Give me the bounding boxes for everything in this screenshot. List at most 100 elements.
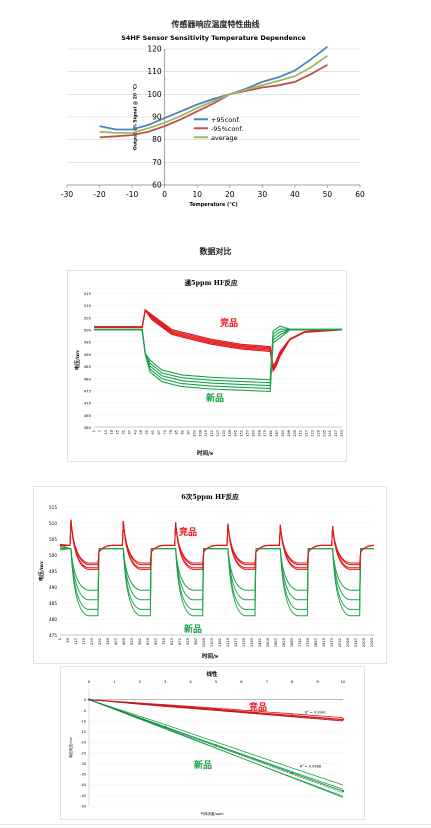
- y-tick-label: 485: [84, 364, 92, 369]
- x-tick-label: 253: [340, 430, 344, 437]
- x-tick-label: 49: [139, 430, 143, 434]
- x-tick-label: 10: [341, 679, 346, 684]
- x-tick-label: 50: [323, 190, 333, 199]
- x-tick-label: -20: [93, 190, 105, 199]
- legend-label: -95%conf.: [211, 125, 243, 133]
- x-tick-label: 73: [163, 430, 167, 434]
- x-tick-label: 7: [98, 430, 102, 432]
- y-tick-label: 505: [84, 315, 92, 320]
- x-tick-label: 1045: [202, 638, 206, 647]
- legend-label: +95conf.: [211, 116, 240, 124]
- x-tick-label: 291: [98, 638, 102, 645]
- x-tick-label: 20: [225, 190, 235, 199]
- y-tick-label: 110: [147, 67, 162, 76]
- y-tick-label: -40: [80, 783, 86, 787]
- series-line: [94, 328, 342, 384]
- x-tick-label: 1567: [274, 638, 278, 647]
- x-tick-label: 199: [287, 430, 291, 437]
- y-tick-label: 70: [152, 158, 162, 167]
- x-tick-label: 13: [104, 430, 108, 434]
- x-tick-label: 1625: [282, 638, 286, 647]
- annotation-label: 新品: [184, 623, 202, 635]
- series-line: [59, 548, 374, 617]
- x-tick-label: 181: [269, 430, 273, 437]
- x-tick-label: 1: [113, 679, 116, 684]
- y-tick-label: 505: [49, 537, 57, 542]
- x-tick-label: 1915: [322, 638, 326, 647]
- hf-response-panel: 通5ppm HF反应 460 465 470 475 480 485 490 495 500 505…: [67, 270, 347, 462]
- x-tick-label: 229: [316, 430, 320, 437]
- x-tick-label: 139: [228, 430, 232, 437]
- x-tick-label: 523: [130, 638, 134, 645]
- x-tick-label: 247: [334, 430, 338, 437]
- x-tick-label: 10: [192, 190, 202, 199]
- hf-response-chart: 通5ppm HF反应 460 465 470 475 480 485 490 495 500 505…: [74, 278, 344, 457]
- chart-title: 通5ppm HF反应: [184, 278, 238, 287]
- x-tick-label: 175: [82, 638, 86, 645]
- x-tick-label: 223: [310, 430, 314, 437]
- series-line: [94, 325, 342, 381]
- x-tick-label: 30: [258, 190, 268, 199]
- x-tick-label: 233: [90, 638, 94, 645]
- x-tick-label: 115: [204, 430, 208, 437]
- x-tick-label: 163: [251, 430, 255, 437]
- x-tick-label: 4: [189, 679, 192, 684]
- x-tick-label: 8: [291, 679, 294, 684]
- y-axis-label: 电压/mv: [74, 349, 81, 370]
- x-tick-label: 217: [305, 430, 309, 437]
- trendline: [88, 699, 344, 721]
- series-line: [94, 329, 342, 390]
- annotation-label: 竞品: [248, 701, 267, 713]
- x-tick-label: 25: [116, 430, 120, 434]
- y-tick-label: 500: [49, 553, 57, 558]
- x-tick-label: 85: [175, 430, 179, 434]
- x-tick-label: 103: [192, 430, 196, 437]
- x-tick-label: 1: [92, 430, 96, 432]
- y-tick-label: 465: [84, 413, 92, 418]
- x-tick-label: 127: [216, 430, 220, 437]
- x-tick-label: 175: [263, 430, 267, 437]
- x-tick-label: 187: [275, 430, 279, 437]
- x-tick-label: 31: [122, 430, 126, 434]
- y-tick-label: -5: [83, 709, 87, 713]
- series-line: [59, 519, 375, 566]
- x-axis-label: Temperature (℃): [189, 202, 237, 208]
- x-tick-label: 407: [114, 638, 118, 645]
- x-tick-label: 1857: [314, 638, 318, 647]
- x-tick-label: 2263: [370, 638, 374, 647]
- annotation-label: 竞品: [219, 317, 238, 329]
- x-tick-label: 7: [266, 679, 269, 684]
- x-tick-label: 79: [169, 430, 173, 434]
- x-tick-label: 157: [246, 430, 250, 437]
- y-tick-label: 515: [49, 505, 57, 510]
- y-tick-label: 475: [84, 388, 92, 393]
- x-tick-label: 1393: [250, 638, 254, 647]
- series-line: [59, 546, 374, 601]
- x-tick-label: 1973: [330, 638, 334, 647]
- legend-label: average: [211, 134, 238, 142]
- series-line: [88, 699, 344, 786]
- series-line: [94, 309, 343, 373]
- chart-title: 6次5ppm HF反应: [181, 492, 239, 501]
- x-tick-label: 151: [240, 430, 244, 437]
- x-axis-label: 时间/s: [197, 449, 213, 457]
- y-tick-label: 490: [84, 352, 92, 357]
- chart-title: 线性: [206, 670, 218, 678]
- x-tick-label: 211: [299, 430, 303, 437]
- y-axis-label: Output (% Signal @ 20 ℃): [133, 84, 139, 150]
- x-tick-label: 55: [145, 430, 149, 434]
- x-tick-label: 133: [222, 430, 226, 437]
- x-tick-label: 465: [122, 638, 126, 645]
- linearity-panel: 线性 0 -5 -10 -15 -20 -25 -30 -35 -40 -45 -50 0 1 2 3 4 5 6 7…: [60, 666, 365, 820]
- main-title: 传感器响应温度特性曲线: [171, 20, 260, 29]
- x-tick-label: 6: [240, 679, 243, 684]
- y-tick-label: 80: [152, 135, 162, 144]
- y-tick-label: 515: [84, 291, 92, 296]
- y-tick-label: 495: [84, 340, 92, 345]
- x-tick-label: 3: [164, 679, 167, 684]
- series-line: [94, 308, 343, 369]
- x-tick-label: 2205: [362, 638, 366, 647]
- x-tick-label: 1277: [234, 638, 238, 647]
- annotation-label: 竞品: [178, 526, 197, 538]
